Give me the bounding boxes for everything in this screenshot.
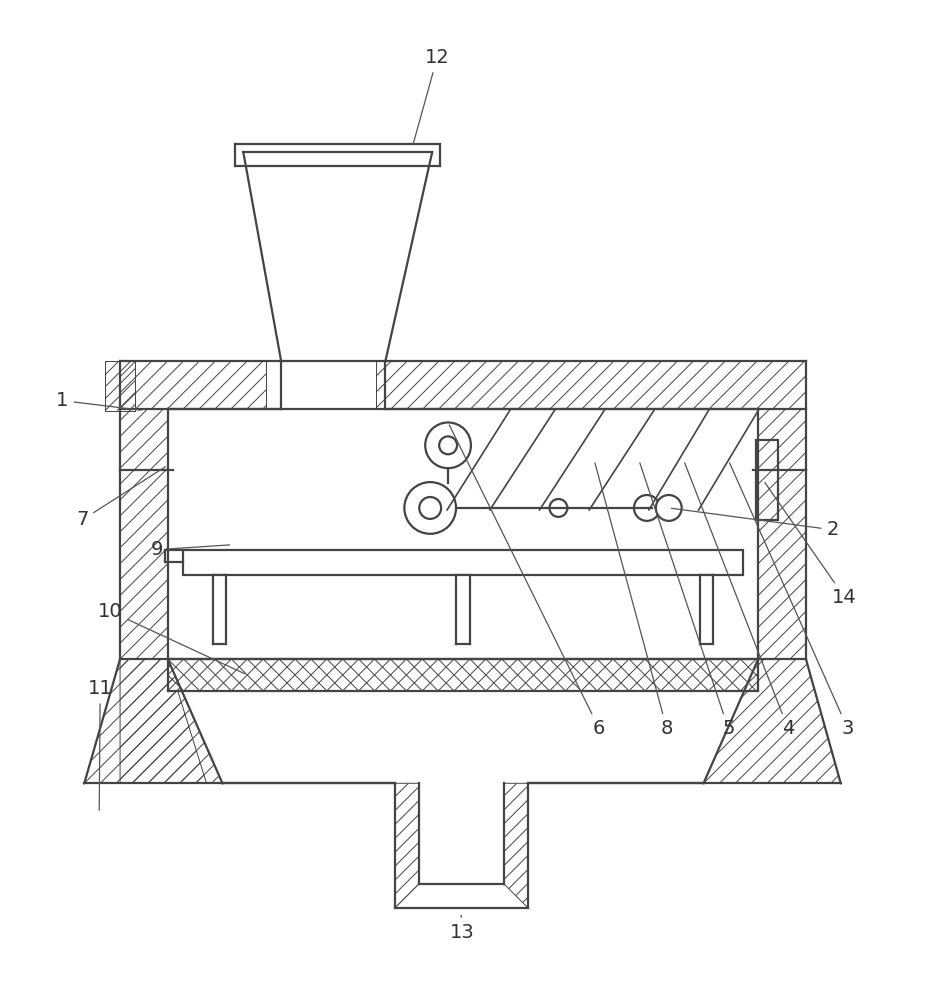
Text: 6: 6 [450, 425, 605, 738]
Polygon shape [167, 659, 758, 691]
Text: 2: 2 [672, 508, 839, 539]
Text: 4: 4 [684, 463, 795, 738]
Text: 9: 9 [151, 540, 229, 559]
Circle shape [404, 482, 456, 534]
Polygon shape [457, 576, 469, 643]
Text: 14: 14 [765, 482, 857, 607]
Text: 1: 1 [56, 391, 142, 410]
Circle shape [439, 436, 457, 454]
Polygon shape [700, 576, 712, 643]
Polygon shape [757, 440, 778, 520]
Text: 8: 8 [595, 463, 673, 738]
Text: 10: 10 [98, 602, 245, 674]
Text: 5: 5 [640, 463, 734, 738]
Circle shape [419, 497, 441, 519]
Text: 11: 11 [88, 679, 113, 810]
Polygon shape [214, 576, 226, 643]
Circle shape [634, 495, 660, 521]
Circle shape [549, 499, 567, 517]
Text: 12: 12 [413, 48, 450, 144]
Text: 3: 3 [730, 463, 854, 738]
Text: 13: 13 [450, 915, 475, 942]
Circle shape [656, 495, 682, 521]
Polygon shape [183, 550, 744, 575]
Circle shape [426, 422, 471, 468]
Text: 7: 7 [76, 467, 166, 529]
